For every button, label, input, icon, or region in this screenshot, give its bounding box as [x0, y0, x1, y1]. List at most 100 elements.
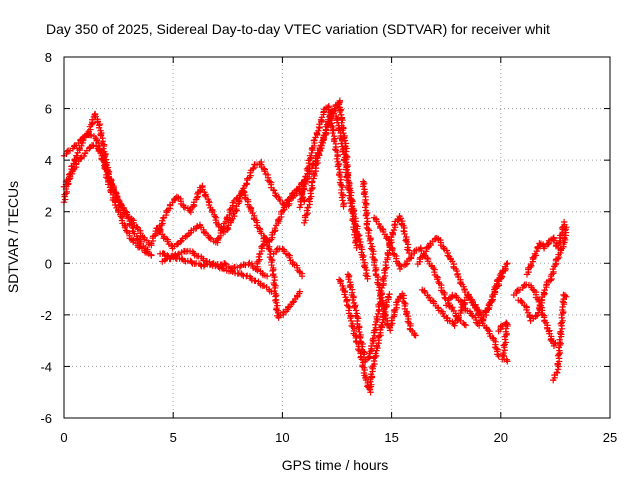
data-point: [261, 168, 268, 175]
data-point: [65, 176, 72, 183]
data-point: [444, 252, 451, 259]
data-point: [349, 210, 356, 217]
data-point: [353, 244, 360, 252]
data-point: [296, 288, 304, 295]
data-point: [359, 183, 367, 190]
data-point: [279, 207, 287, 215]
data-point: [563, 293, 570, 301]
data-point: [378, 294, 385, 301]
data-point: [457, 307, 465, 315]
data-point: [447, 294, 455, 302]
data-point: [503, 261, 510, 268]
data-point: [220, 265, 228, 273]
y-tick-label: -6: [40, 411, 52, 426]
data-point: [419, 253, 426, 260]
data-point: [140, 236, 148, 243]
data-point: [272, 192, 279, 199]
data-point: [311, 136, 318, 144]
data-point: [73, 152, 80, 159]
data-point: [205, 201, 213, 209]
data-point: [181, 204, 189, 211]
data-point: [121, 224, 129, 231]
data-point: [118, 217, 126, 224]
data-point: [351, 231, 358, 238]
y-tick-label: -4: [40, 359, 52, 374]
data-point: [284, 196, 291, 204]
data-point: [526, 314, 533, 321]
x-tick-label: 10: [275, 430, 289, 445]
data-point: [97, 149, 104, 157]
data-point: [344, 163, 351, 170]
data-point: [299, 193, 306, 201]
data-point: [63, 188, 71, 196]
data-point: [364, 275, 371, 282]
x-axis-title: GPS time / hours: [282, 457, 389, 473]
data-point: [274, 216, 282, 224]
y-tick-label: -2: [40, 308, 52, 323]
data-point: [361, 204, 369, 211]
series-track-e: [159, 247, 271, 280]
data-point: [171, 252, 179, 259]
data-point: [355, 325, 362, 333]
data-point: [117, 213, 125, 220]
data-point: [87, 131, 95, 139]
data-point: [298, 272, 306, 280]
data-point: [273, 306, 280, 313]
data-point: [368, 346, 376, 354]
data-point: [156, 225, 163, 233]
data-point: [368, 381, 375, 388]
data-point: [341, 291, 348, 298]
axis-ticks: [63, 56, 611, 419]
data-point: [349, 217, 356, 224]
data-point: [221, 260, 229, 267]
data-point: [340, 129, 347, 137]
data-point: [341, 137, 349, 144]
data-point: [371, 321, 379, 328]
data-point: [501, 265, 509, 272]
data-point: [351, 220, 358, 228]
data-point: [356, 328, 363, 336]
data-point: [329, 129, 336, 137]
data-point: [326, 113, 333, 120]
data-point: [304, 204, 312, 211]
data-point: [348, 196, 355, 203]
series-track-c: [60, 141, 155, 249]
data-point: [349, 296, 357, 304]
data-point: [474, 310, 482, 318]
data-point: [117, 201, 124, 208]
data-point: [353, 236, 360, 244]
data-point: [379, 225, 386, 233]
series-track-s: [443, 265, 509, 329]
data-point: [554, 255, 562, 262]
data-point: [236, 263, 244, 271]
data-point: [123, 227, 130, 234]
series-track-o: [359, 178, 419, 339]
data-point: [352, 239, 359, 246]
data-point: [95, 139, 102, 147]
data-point: [360, 263, 368, 270]
data-point: [367, 389, 374, 396]
data-point: [493, 345, 500, 352]
data-point: [386, 239, 393, 247]
y-tick-labels: -6 -4 -2 0 2 4 6 8: [40, 50, 52, 426]
data-point: [90, 142, 97, 149]
data-point: [308, 178, 316, 185]
data-point: [201, 192, 209, 199]
plot-frame: [63, 56, 611, 419]
data-point: [375, 333, 383, 340]
data-point: [504, 260, 511, 267]
data-point: [345, 186, 352, 193]
data-point: [441, 294, 448, 301]
x-tick-label: 15: [384, 430, 398, 445]
data-point: [372, 267, 379, 275]
data-point: [143, 249, 151, 257]
data-point: [129, 238, 137, 246]
data-point: [284, 251, 292, 258]
data-point: [491, 289, 499, 296]
data-point: [313, 157, 320, 164]
data-point: [301, 176, 308, 183]
data-point: [343, 166, 351, 173]
data-point: [161, 250, 168, 258]
data-point: [263, 272, 271, 280]
data-point: [372, 324, 380, 331]
